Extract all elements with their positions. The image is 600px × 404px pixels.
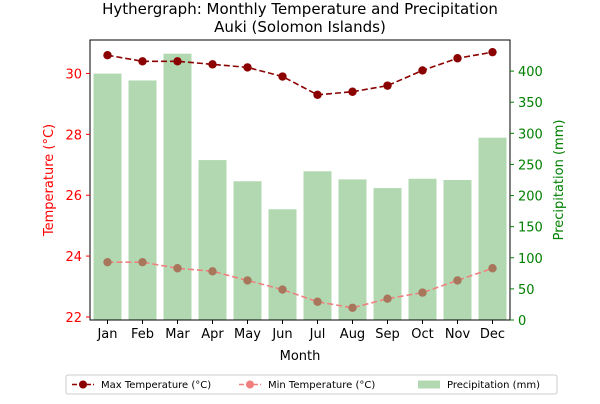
max-temp-point-aug: [348, 88, 356, 96]
precipitation-bar-nov: [444, 180, 472, 320]
min-temp-point-nov: [453, 276, 461, 284]
legend-label-max-temp: Max Temperature (°C): [101, 380, 211, 391]
y-left-tick-label-24: 24: [65, 250, 82, 265]
chart-title: Hythergraph: Monthly Temperature and Pre…: [102, 0, 498, 18]
precipitation-bar-feb: [129, 80, 157, 320]
x-tick-label-jul: Jul: [309, 327, 326, 342]
y-axis-right-label: Precipitation (mm): [552, 120, 567, 241]
y-left-tick-label-28: 28: [65, 128, 82, 143]
min-temp-point-apr: [208, 267, 216, 275]
max-temp-point-sep: [383, 81, 391, 89]
legend-marker-max-temp: [79, 381, 87, 389]
precipitation-bar-mar: [164, 54, 192, 320]
max-temp-point-jan: [103, 51, 111, 59]
max-temp-point-apr: [208, 60, 216, 68]
max-temp-point-may: [243, 63, 251, 71]
legend-label-min-temp: Min Temperature (°C): [268, 380, 375, 391]
legend-swatch-precipitation: [418, 381, 440, 389]
precipitation-bar-jun: [269, 209, 297, 320]
precipitation-bars: [94, 54, 507, 320]
min-temp-point-mar: [173, 264, 181, 272]
min-temp-point-oct: [418, 288, 426, 296]
x-tick-label-jan: Jan: [96, 327, 117, 342]
y-right-tick-label-250: 250: [518, 158, 543, 173]
temperature-lines: [103, 48, 496, 312]
y-right-tick-label-50: 50: [518, 283, 535, 298]
x-tick-label-sep: Sep: [375, 327, 400, 342]
min-temp-point-jul: [313, 298, 321, 306]
x-axis-label: Month: [280, 349, 321, 364]
x-tick-label-may: May: [234, 327, 261, 342]
max-temp-point-nov: [453, 54, 461, 62]
min-temp-point-aug: [348, 304, 356, 312]
max-temp-point-mar: [173, 57, 181, 65]
x-tick-label-apr: Apr: [201, 327, 224, 342]
y-right-tick-label-200: 200: [518, 190, 543, 205]
x-tick-label-mar: Mar: [165, 327, 190, 342]
y-right-tick-label-0: 0: [518, 314, 526, 329]
precipitation-bar-apr: [199, 160, 227, 320]
y-left-tick-label-22: 22: [65, 311, 82, 326]
min-temp-point-jun: [278, 285, 286, 293]
precipitation-bar-dec: [479, 138, 507, 320]
min-temp-point-feb: [138, 258, 146, 266]
precipitation-bar-oct: [409, 179, 437, 320]
x-tick-label-jun: Jun: [271, 327, 292, 342]
min-temp-point-jan: [103, 258, 111, 266]
min-temp-point-may: [243, 276, 251, 284]
max-temp-point-dec: [488, 48, 496, 56]
x-tick-label-feb: Feb: [131, 327, 154, 342]
legend-marker-min-temp: [246, 381, 254, 389]
max-temp-point-feb: [138, 57, 146, 65]
max-temp-point-jun: [278, 72, 286, 80]
legend: Max Temperature (°C) Min Temperature (°C)…: [66, 375, 557, 394]
precipitation-bar-aug: [339, 179, 367, 320]
y-right-tick-label-150: 150: [518, 221, 543, 236]
y-axis-left-label: Temperature (°C): [42, 124, 57, 237]
y-right-tick-label-350: 350: [518, 96, 543, 111]
x-tick-label-oct: Oct: [411, 327, 433, 342]
max-temp-point-oct: [418, 66, 426, 74]
y-right-tick-label-300: 300: [518, 127, 543, 142]
x-tick-label-dec: Dec: [480, 327, 505, 342]
min-temp-point-dec: [488, 264, 496, 272]
min-temp-point-sep: [383, 294, 391, 302]
precipitation-bar-may: [234, 181, 262, 320]
x-tick-label-aug: Aug: [340, 327, 365, 342]
y-right-tick-label-100: 100: [518, 252, 543, 267]
chart-subtitle: Auki (Solomon Islands): [214, 18, 386, 36]
y-right-tick-label-400: 400: [518, 65, 543, 80]
precipitation-bar-jan: [94, 74, 122, 320]
x-tick-label-nov: Nov: [445, 327, 471, 342]
y-left-tick-label-26: 26: [65, 189, 82, 204]
legend-label-precipitation: Precipitation (mm): [447, 380, 540, 391]
y-left-tick-label-30: 30: [65, 67, 82, 82]
max-temp-point-jul: [313, 91, 321, 99]
